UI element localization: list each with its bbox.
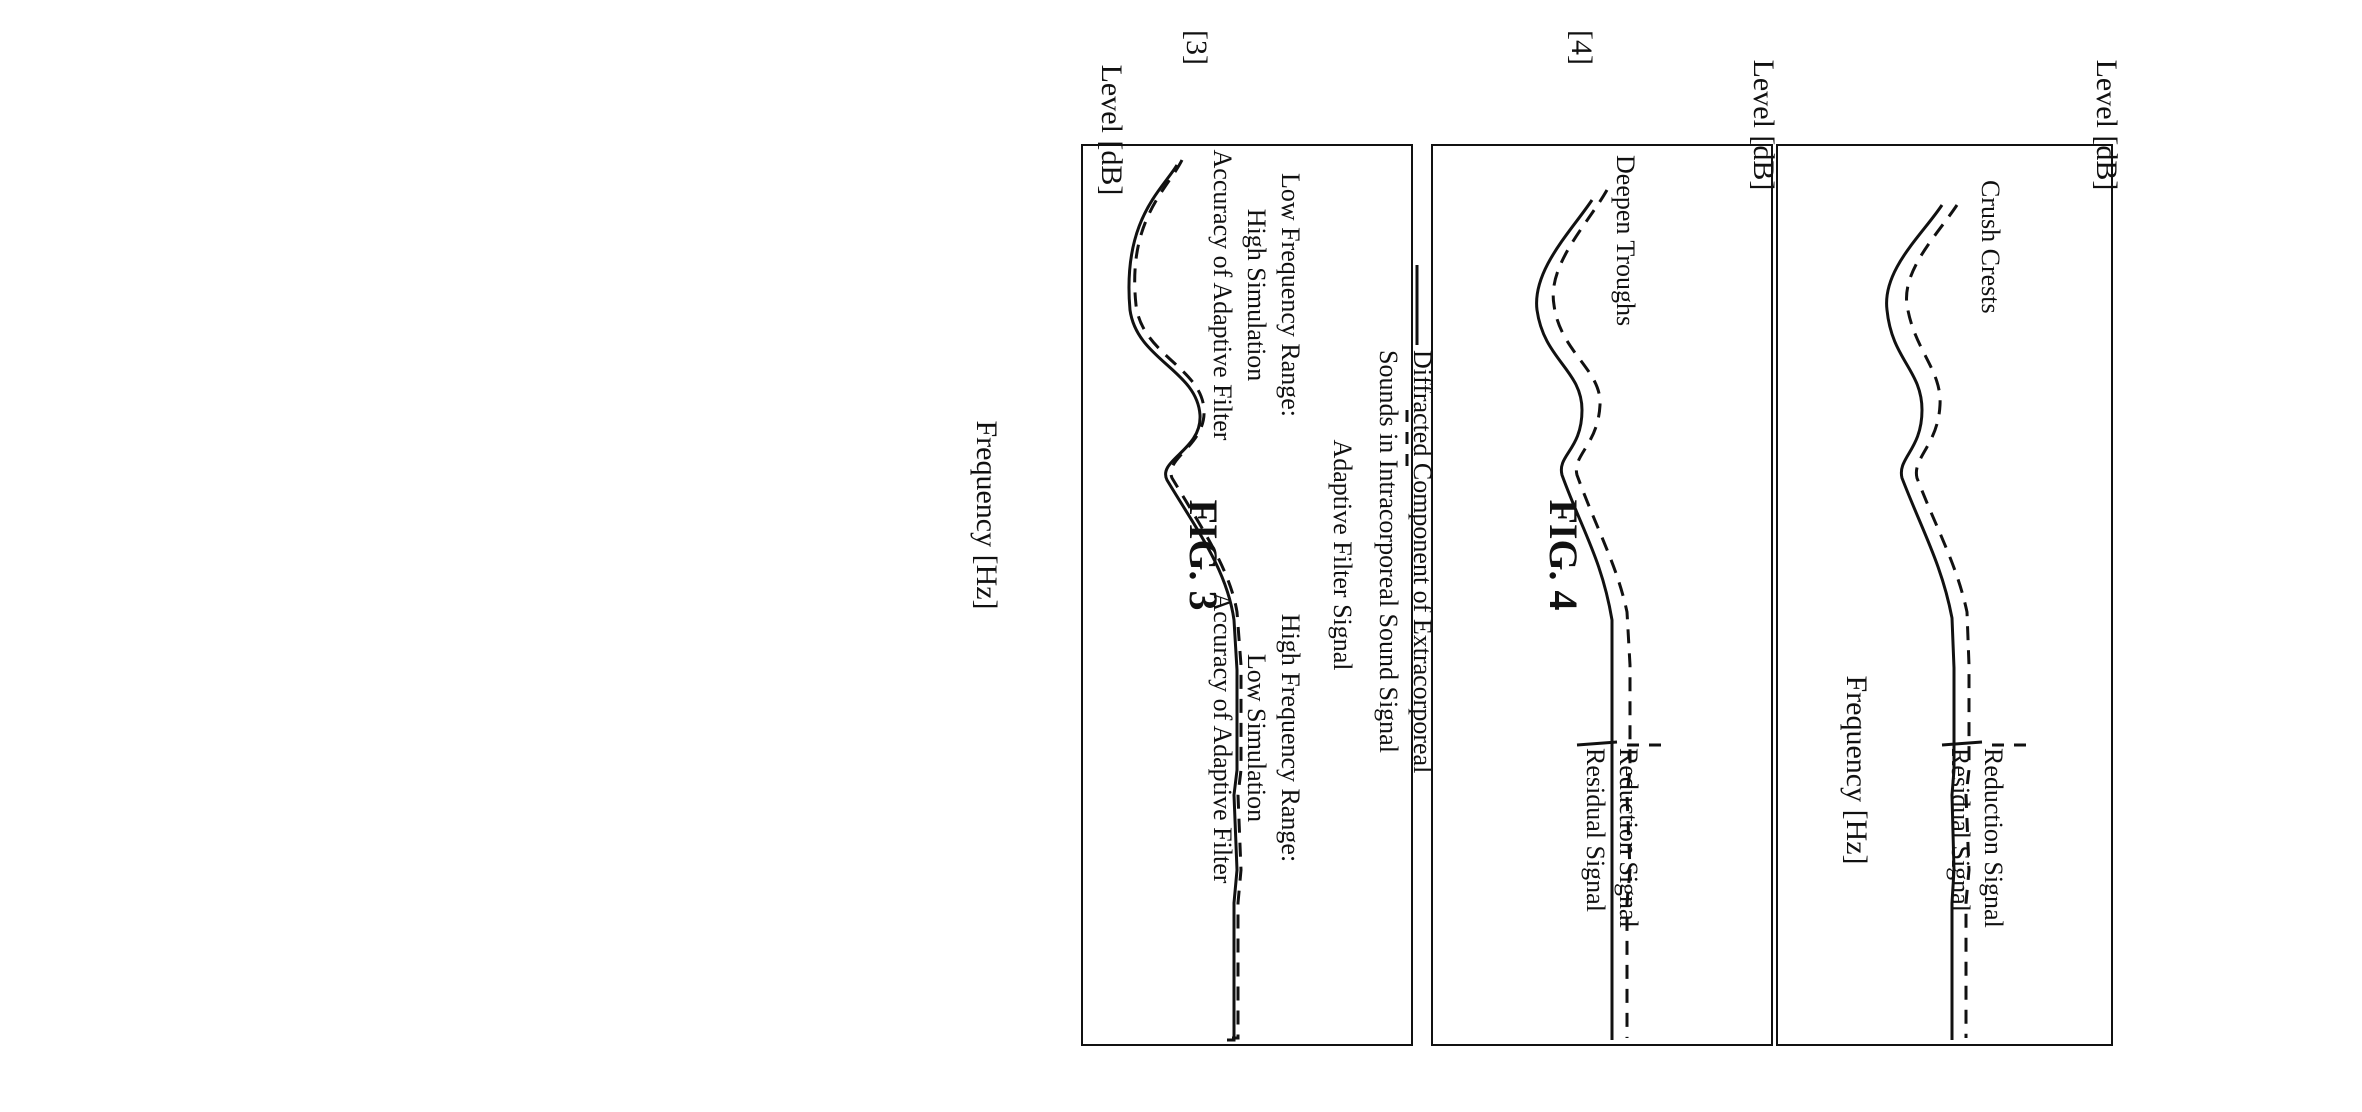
fig3-title: FIG. 3	[1181, 499, 1226, 610]
fig3-legend-dashed: Adaptive Filter Signal	[1328, 439, 1357, 670]
fig4a-solid-curve	[1535, 199, 1614, 1040]
fig4a-legend-solid-swatch	[1576, 740, 1618, 747]
fig3-legend-solid-2: Sounds in Intracorporeal Sound Signal	[1374, 350, 1403, 753]
fig3-dashed-curve	[1133, 159, 1243, 1040]
fig3-annot-high-1: High Frequency Range:	[1276, 614, 1305, 862]
fig4b-label: Crush Crests	[1976, 180, 2005, 314]
fig4a-dashed-curve	[1551, 189, 1632, 1038]
fig4a-ylabel: Level [dB]	[1747, 60, 1780, 191]
fig3-annot-low-1: Low Frequency Range:	[1276, 173, 1305, 417]
fig4b-dashed-curve	[1905, 204, 1971, 1038]
fig4b-frame	[1776, 144, 2113, 1046]
fig3-solid-curve	[1127, 164, 1239, 1042]
fig4b-ylabel: Level [dB]	[2090, 60, 2123, 191]
fig3-annot-low-3: Accuracy of Adaptive Filter	[1208, 150, 1237, 441]
fig4b-legend-solid: Residual Signal	[1946, 748, 1975, 912]
fig3-frame	[1081, 144, 1413, 1046]
fig4b-legend-dashed: Reduction Signal	[1979, 748, 2008, 928]
fig4b-solid-curve	[1885, 204, 1956, 1040]
fig4a-frame	[1431, 144, 1773, 1046]
fig4b-legend-solid-swatch	[1941, 740, 1983, 747]
fig3-annot-low-2: High Simulation	[1242, 209, 1271, 382]
fig3-annot-high-2: Low Simulation	[1242, 654, 1271, 822]
fig3-annot-high-3: Accuracy of Adaptive Filter	[1208, 593, 1237, 884]
fig4b-xlabel: Frequency [Hz]	[1840, 675, 1873, 864]
fig4a-label: Deepen Troughs	[1611, 155, 1640, 326]
fig4-bracket: [4]	[1565, 30, 1598, 65]
rotated-sheet: [3] FIG. 3 Level [dB] Frequency [Hz] Dif…	[970, 30, 2123, 1046]
fig3-xlabel: Frequency [Hz]	[970, 420, 1003, 609]
fig3-bracket: [3]	[1180, 30, 1213, 65]
fig4a-legend-solid: Residual Signal	[1581, 748, 1610, 912]
fig3-ylabel: Level [dB]	[1095, 65, 1128, 196]
